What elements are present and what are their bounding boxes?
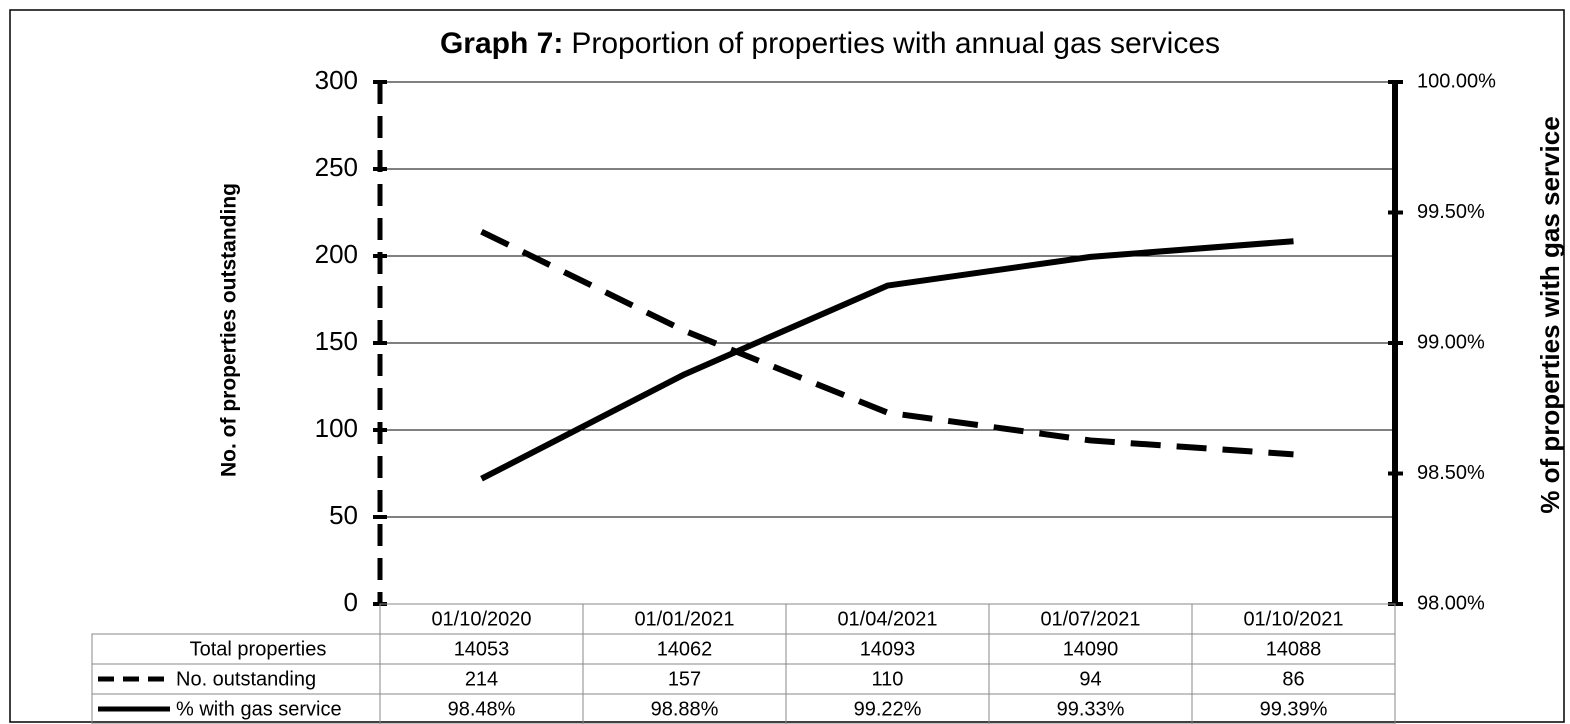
table-value: 99.22%	[854, 698, 922, 720]
table-row	[91, 693, 1396, 724]
series-line	[480, 238, 1294, 482]
table-value: 14053	[454, 638, 510, 660]
x-tick-label: 01/01/2021	[634, 608, 734, 630]
table-value: 99.39%	[1260, 698, 1328, 720]
table-value: 14093	[860, 638, 916, 660]
chart-border	[9, 9, 1565, 723]
y-tick-label: 200	[315, 239, 358, 269]
chart-title: Graph 7: Proportion of properties with an…	[440, 27, 1220, 60]
legend-label: No. outstanding	[176, 668, 316, 690]
x-tick-label: 01/10/2020	[431, 608, 531, 630]
y-tick-label: 50	[329, 500, 358, 530]
table-value: 110	[872, 668, 904, 690]
table-value: 214	[465, 668, 498, 690]
x-tick-label: 01/07/2021	[1040, 608, 1140, 630]
y2-tick-label: 99.00%	[1417, 331, 1485, 353]
series-line	[480, 228, 1294, 458]
table-value: 94	[1079, 668, 1101, 690]
legend-label: % with gas service	[176, 698, 342, 720]
y-tick-label: 150	[315, 326, 358, 356]
y2-axis-label: % of properties with gas service	[1535, 116, 1565, 513]
table-value: 14088	[1266, 638, 1322, 660]
table-row-label: Total properties	[190, 638, 327, 660]
y-tick-label: 100	[315, 413, 358, 443]
y2-tick-label: 98.00%	[1417, 592, 1485, 614]
y2-tick-label: 100.00%	[1417, 70, 1496, 92]
table-value: 14090	[1063, 638, 1119, 660]
table-value: 99.33%	[1057, 698, 1125, 720]
y-axis-label: No. of properties outstanding	[218, 183, 241, 477]
table-value: 157	[668, 668, 701, 690]
table-value: 98.48%	[448, 698, 516, 720]
table-value: 98.88%	[651, 698, 719, 720]
y2-tick-label: 98.50%	[1417, 462, 1485, 484]
y2-tick-label: 99.50%	[1417, 201, 1485, 223]
x-tick-label: 01/04/2021	[837, 608, 937, 630]
table-value: 14062	[657, 638, 713, 660]
table-value: 86	[1282, 668, 1304, 690]
y-tick-label: 300	[315, 65, 358, 95]
x-tick-label: 01/10/2021	[1243, 608, 1343, 630]
y-tick-label: 0	[344, 587, 358, 617]
title-label: Graph 7:	[440, 27, 563, 60]
y-tick-label: 250	[315, 152, 358, 182]
title-text: Proportion of properties with annual gas…	[571, 27, 1220, 60]
